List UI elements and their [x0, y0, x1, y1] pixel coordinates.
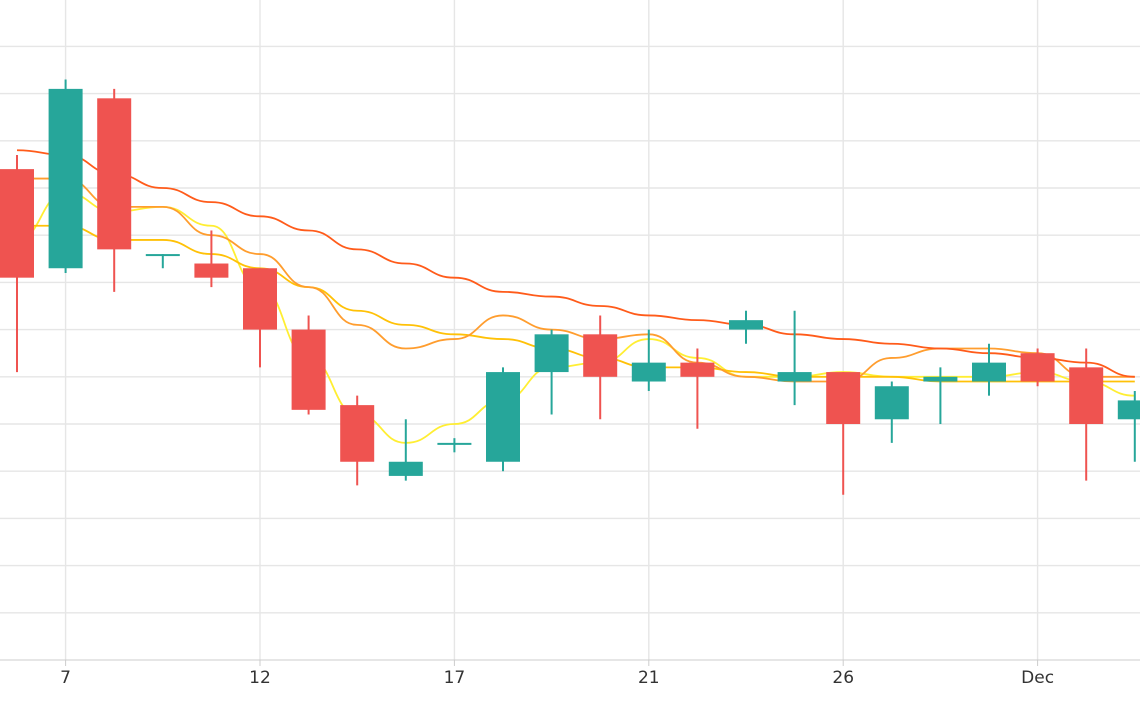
x-tick-label: 12 [249, 668, 271, 688]
candle-body [243, 268, 277, 330]
candle-down [1069, 348, 1104, 481]
candle-body [388, 461, 423, 476]
x-tick-label: 21 [638, 668, 660, 688]
candle-body [291, 329, 326, 410]
ma-line-medium [17, 224, 1135, 383]
candle-body [340, 405, 375, 462]
candle-down [583, 315, 618, 420]
candles [0, 79, 1140, 495]
candle-up [631, 329, 666, 391]
candle-body [972, 362, 1006, 382]
candle-down [291, 315, 326, 415]
candle-body [923, 376, 958, 382]
ma-line-slowest [16, 149, 1135, 378]
candle-down [0, 154, 34, 373]
moving-average-lines [16, 149, 1135, 444]
candle-body [1117, 400, 1140, 420]
x-tick-label: 7 [60, 668, 71, 688]
candle-body [729, 320, 763, 330]
candle-body [1069, 367, 1104, 424]
candle-body [680, 362, 715, 377]
candle-up [874, 381, 909, 443]
candle-down [243, 268, 277, 368]
candle-down [97, 88, 132, 292]
candle-up [729, 310, 763, 344]
candle-down [1020, 348, 1055, 387]
candle-up [972, 343, 1006, 396]
candle-up [437, 438, 472, 453]
candle-body [826, 372, 861, 424]
candle-body [583, 334, 618, 377]
candle-body [437, 442, 472, 445]
candle-up [1117, 390, 1140, 462]
candle-up [48, 79, 83, 273]
candle-body [874, 386, 909, 420]
candle-body [145, 254, 180, 257]
candle-down [194, 230, 229, 288]
candle-body [1020, 353, 1055, 382]
candle-body [486, 372, 520, 462]
candle-body [97, 98, 132, 250]
candle-up [486, 367, 520, 472]
candle-down [340, 395, 375, 486]
candle-up [534, 329, 569, 415]
candle-body [48, 88, 83, 269]
candle-up [145, 254, 180, 269]
candle-up [388, 419, 423, 481]
candle-body [631, 362, 666, 382]
candle-body [534, 334, 569, 373]
gridlines [0, 0, 1140, 661]
candle-down [826, 372, 861, 495]
x-tick-label: 26 [832, 668, 854, 688]
candle-body [194, 263, 229, 278]
x-tick-label: Dec [1021, 668, 1054, 688]
candle-body [0, 169, 34, 278]
x-tick-label: 17 [444, 668, 466, 688]
candle-down [680, 348, 715, 429]
candle-up [777, 310, 812, 406]
candle-up [923, 367, 958, 424]
candle-body [777, 372, 812, 382]
ma-line-fast [16, 191, 1135, 444]
x-axis-ticks: 7 12 17 21 26 Dec [60, 660, 1054, 688]
